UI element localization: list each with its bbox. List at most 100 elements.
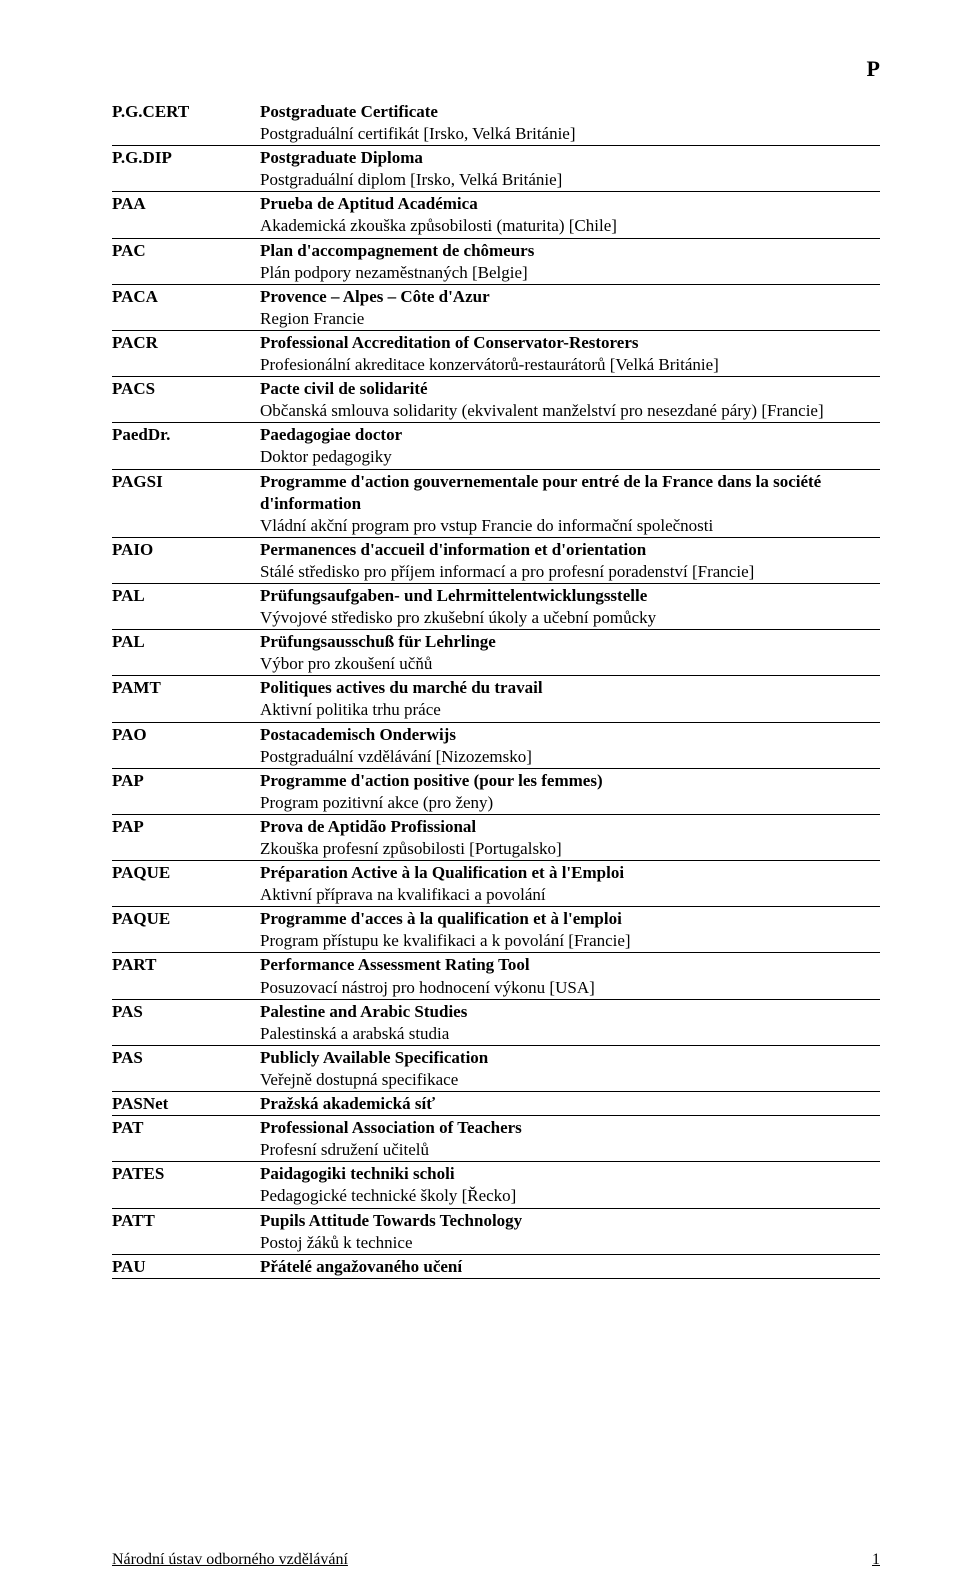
definition-explanation: Občanská smlouva solidarity (ekvivalent … bbox=[260, 400, 880, 422]
definition-term: Paedagogiae doctor bbox=[260, 424, 880, 446]
definition-entry: PACPlan d'accompagnement de chômeursPlán… bbox=[112, 239, 880, 285]
definition-explanation: Postoj žáků k technice bbox=[260, 1232, 880, 1254]
definition-entry: PASPublicly Available SpecificationVeřej… bbox=[112, 1046, 880, 1092]
definition-entry: PATProfessional Association of TeachersP… bbox=[112, 1116, 880, 1162]
definition-entry: PAOPostacademisch OnderwijsPostgraduální… bbox=[112, 723, 880, 769]
definition-body: Plan d'accompagnement de chômeursPlán po… bbox=[260, 239, 880, 284]
abbreviation: PAS bbox=[112, 1046, 260, 1069]
definition-body: Pražská akademická síť bbox=[260, 1092, 880, 1115]
definition-body: Prüfungsaufgaben- und Lehrmittelentwickl… bbox=[260, 584, 880, 629]
abbreviation: PART bbox=[112, 953, 260, 976]
abbreviation: PACS bbox=[112, 377, 260, 400]
definition-term: Postgraduate Certificate bbox=[260, 101, 880, 123]
definition-term: Programme d'action positive (pour les fe… bbox=[260, 770, 880, 792]
abbreviation: PAP bbox=[112, 815, 260, 838]
definition-term: Postacademisch Onderwijs bbox=[260, 724, 880, 746]
definition-explanation: Region Francie bbox=[260, 308, 880, 330]
definition-body: Politiques actives du marché du travailA… bbox=[260, 676, 880, 721]
definition-entry: PASNetPražská akademická síť bbox=[112, 1092, 880, 1116]
definition-entry: PATESPaidagogiki techniki scholiPedagogi… bbox=[112, 1162, 880, 1208]
definition-entry: PAUPřátelé angažovaného učení bbox=[112, 1255, 880, 1279]
abbreviation: PAT bbox=[112, 1116, 260, 1139]
abbreviation: PAP bbox=[112, 769, 260, 792]
abbreviation: P.G.CERT bbox=[112, 100, 260, 123]
definition-explanation: Akademická zkouška způsobilosti (maturit… bbox=[260, 215, 880, 237]
definition-entry: PAQUEProgramme d'acces à la qualificatio… bbox=[112, 907, 880, 953]
definition-explanation: Program pozitivní akce (pro ženy) bbox=[260, 792, 880, 814]
abbreviation: PAO bbox=[112, 723, 260, 746]
definition-entry: PAIOPermanences d'accueil d'information … bbox=[112, 538, 880, 584]
definition-term: Pacte civil de solidarité bbox=[260, 378, 880, 400]
definition-body: Postgraduate DiplomaPostgraduální diplom… bbox=[260, 146, 880, 191]
definition-entry: PAMTPolitiques actives du marché du trav… bbox=[112, 676, 880, 722]
definition-body: Pacte civil de solidaritéObčanská smlouv… bbox=[260, 377, 880, 422]
abbreviation: PACA bbox=[112, 285, 260, 308]
definition-term: Plan d'accompagnement de chômeurs bbox=[260, 240, 880, 262]
definition-body: Professional Association of TeachersProf… bbox=[260, 1116, 880, 1161]
definition-explanation: Vládní akční program pro vstup Francie d… bbox=[260, 515, 880, 537]
definition-term: Professional Accreditation of Conservato… bbox=[260, 332, 880, 354]
section-letter: P bbox=[867, 56, 880, 82]
definition-body: Provence – Alpes – Côte d'AzurRegion Fra… bbox=[260, 285, 880, 330]
definition-body: Postgraduate CertificatePostgraduální ce… bbox=[260, 100, 880, 145]
definition-term: Permanences d'accueil d'information et d… bbox=[260, 539, 880, 561]
definition-entry: PAGSIProgramme d'action gouvernementale … bbox=[112, 470, 880, 538]
definition-term: Publicly Available Specification bbox=[260, 1047, 880, 1069]
abbreviation: PAL bbox=[112, 630, 260, 653]
definition-list: P.G.CERTPostgraduate CertificatePostgrad… bbox=[112, 100, 880, 1279]
definition-body: Pupils Attitude Towards TechnologyPostoj… bbox=[260, 1209, 880, 1254]
definition-explanation: Profesionální akreditace konzervátorů-re… bbox=[260, 354, 880, 376]
definition-body: Publicly Available SpecificationVeřejně … bbox=[260, 1046, 880, 1091]
definition-term: Programme d'action gouvernementale pour … bbox=[260, 471, 880, 515]
definition-body: Professional Accreditation of Conservato… bbox=[260, 331, 880, 376]
definition-body: Přátelé angažovaného učení bbox=[260, 1255, 880, 1278]
definition-explanation: Zkouška profesní způsobilosti [Portugals… bbox=[260, 838, 880, 860]
definition-explanation: Výbor pro zkoušení učňů bbox=[260, 653, 880, 675]
definition-entry: PACSPacte civil de solidaritéObčanská sm… bbox=[112, 377, 880, 423]
definition-explanation: Stálé středisko pro příjem informací a p… bbox=[260, 561, 880, 583]
definition-term: Pupils Attitude Towards Technology bbox=[260, 1210, 880, 1232]
definition-body: Palestine and Arabic StudiesPalestinská … bbox=[260, 1000, 880, 1045]
definition-body: Permanences d'accueil d'information et d… bbox=[260, 538, 880, 583]
definition-body: Prova de Aptidão ProfissionalZkouška pro… bbox=[260, 815, 880, 860]
definition-term: Préparation Active à la Qualification et… bbox=[260, 862, 880, 884]
definition-explanation: Aktivní politika trhu práce bbox=[260, 699, 880, 721]
definition-body: Programme d'acces à la qualification et … bbox=[260, 907, 880, 952]
definition-entry: PACRProfessional Accreditation of Conser… bbox=[112, 331, 880, 377]
abbreviation: P.G.DIP bbox=[112, 146, 260, 169]
definition-body: Paedagogiae doctorDoktor pedagogiky bbox=[260, 423, 880, 468]
definition-term: Prüfungsausschuß für Lehrlinge bbox=[260, 631, 880, 653]
definition-explanation: Palestinská a arabská studia bbox=[260, 1023, 880, 1045]
definition-explanation: Doktor pedagogiky bbox=[260, 446, 880, 468]
definition-body: Postacademisch OnderwijsPostgraduální vz… bbox=[260, 723, 880, 768]
definition-term: Postgraduate Diploma bbox=[260, 147, 880, 169]
definition-explanation: Program přístupu ke kvalifikaci a k povo… bbox=[260, 930, 880, 952]
footer-page-number: 1 bbox=[872, 1551, 880, 1569]
definition-entry: PAAPrueba de Aptitud AcadémicaAkademická… bbox=[112, 192, 880, 238]
definition-explanation: Profesní sdružení učitelů bbox=[260, 1139, 880, 1161]
abbreviation: PAL bbox=[112, 584, 260, 607]
definition-body: Prueba de Aptitud AcadémicaAkademická zk… bbox=[260, 192, 880, 237]
definition-entry: PaedDr.Paedagogiae doctorDoktor pedagogi… bbox=[112, 423, 880, 469]
abbreviation: PATT bbox=[112, 1209, 260, 1232]
abbreviation: PAU bbox=[112, 1255, 260, 1278]
abbreviation: PAIO bbox=[112, 538, 260, 561]
definition-explanation: Pedagogické technické školy [Řecko] bbox=[260, 1185, 880, 1207]
definition-body: Prüfungsausschuß für LehrlingeVýbor pro … bbox=[260, 630, 880, 675]
abbreviation: PAQUE bbox=[112, 907, 260, 930]
definition-term: Provence – Alpes – Côte d'Azur bbox=[260, 286, 880, 308]
definition-term: Pražská akademická síť bbox=[260, 1093, 880, 1115]
abbreviation: PAQUE bbox=[112, 861, 260, 884]
definition-term: Prova de Aptidão Profissional bbox=[260, 816, 880, 838]
abbreviation: PAS bbox=[112, 1000, 260, 1023]
definition-explanation: Posuzovací nástroj pro hodnocení výkonu … bbox=[260, 977, 880, 999]
document-page: P P.G.CERTPostgraduate CertificatePostgr… bbox=[0, 0, 960, 1589]
definition-explanation: Plán podpory nezaměstnaných [Belgie] bbox=[260, 262, 880, 284]
definition-term: Paidagogiki techniki scholi bbox=[260, 1163, 880, 1185]
abbreviation: PAC bbox=[112, 239, 260, 262]
definition-body: Programme d'action positive (pour les fe… bbox=[260, 769, 880, 814]
abbreviation: PAMT bbox=[112, 676, 260, 699]
definition-entry: PALPrüfungsaufgaben- und Lehrmittelentwi… bbox=[112, 584, 880, 630]
definition-term: Prueba de Aptitud Académica bbox=[260, 193, 880, 215]
definition-entry: PACAProvence – Alpes – Côte d'AzurRegion… bbox=[112, 285, 880, 331]
